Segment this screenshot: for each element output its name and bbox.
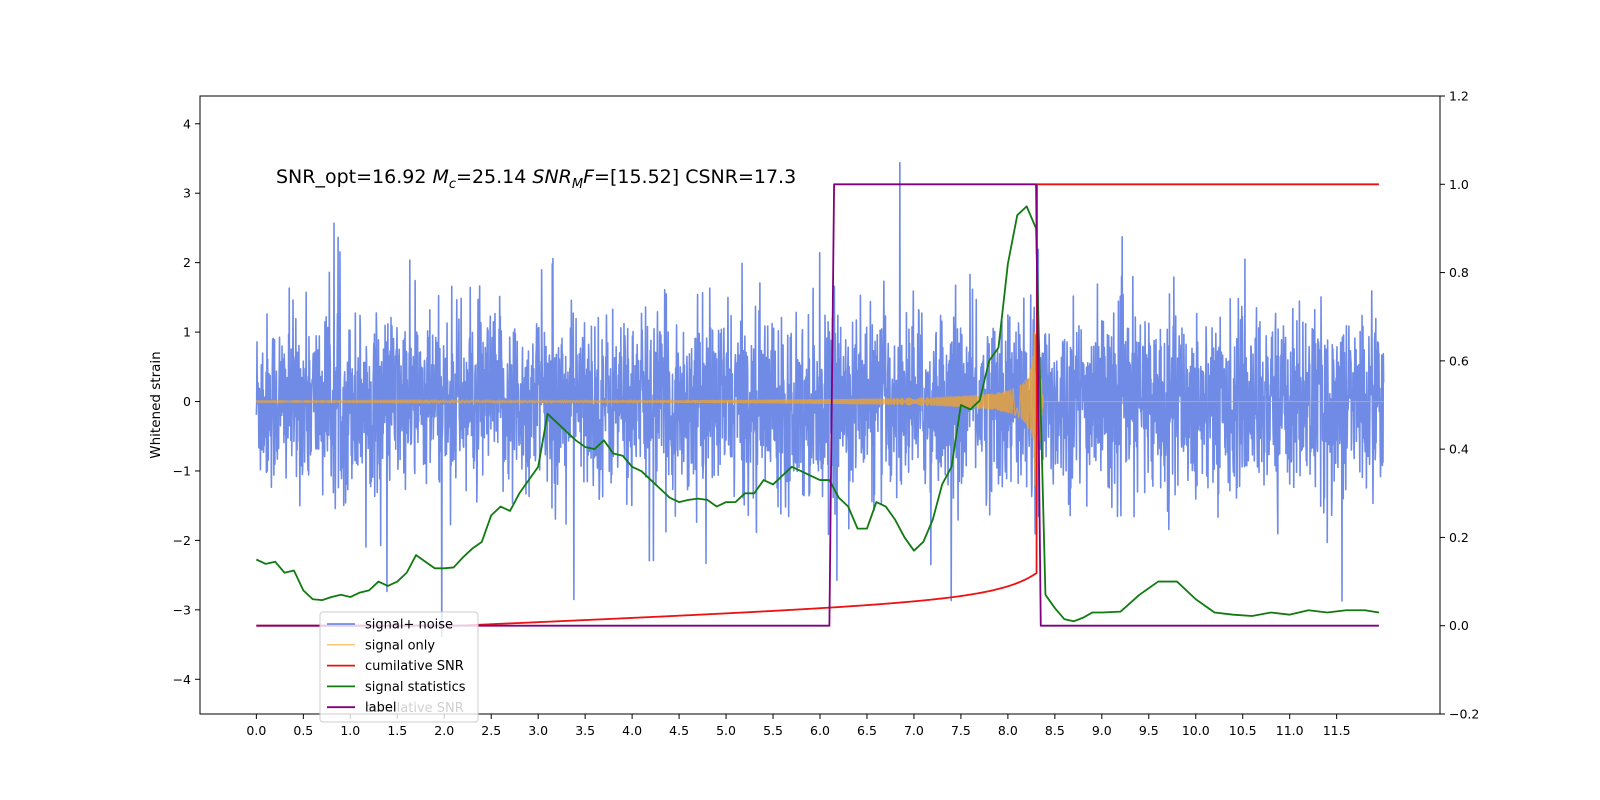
y-left-tick-label: 2 [183, 255, 191, 270]
y-right-tick-label: 1.0 [1449, 177, 1469, 192]
x-tick-label: 11.5 [1323, 723, 1351, 738]
series-label [256, 183, 1379, 627]
x-tick-label: 0.5 [293, 723, 313, 738]
series-signal-statistics [255, 205, 1380, 623]
legend: cumilative SNR signal+ noise signal only c… [319, 611, 479, 723]
x-tick-label: 7.5 [951, 723, 971, 738]
x-tick-label: 6.0 [810, 723, 830, 738]
y-left-axis-ticks: 4 3 2 1 0 −1 −2 −3 −4 [173, 116, 200, 687]
x-tick-label: 9.0 [1092, 723, 1112, 738]
x-tick-label: 5.0 [716, 723, 736, 738]
y-right-axis-ticks: 1.2 1.0 0.8 0.6 0.4 0.2 0.0 −0.2 [1440, 89, 1479, 722]
signal-statistics-line [255, 205, 1380, 623]
x-tick-label: 2.5 [481, 723, 501, 738]
label-line [256, 183, 1379, 627]
x-tick-label: 0.0 [246, 723, 266, 738]
legend-entry-label: signal only [365, 638, 435, 653]
y-right-tick-label: 0.2 [1449, 530, 1469, 545]
y-left-tick-label: 1 [183, 325, 191, 340]
x-tick-label: 1.5 [387, 723, 407, 738]
y-left-tick-label: 3 [183, 186, 191, 201]
x-tick-label: 10.5 [1229, 723, 1257, 738]
x-tick-label: 8.0 [998, 723, 1018, 738]
x-tick-label: 2.0 [434, 723, 454, 738]
signal-only-line [255, 331, 1384, 487]
x-tick-label: 5.5 [763, 723, 783, 738]
x-tick-label: 10.0 [1182, 723, 1210, 738]
x-tick-label: 11.0 [1276, 723, 1304, 738]
legend-entry-label: label [365, 701, 396, 716]
y-right-tick-label: −0.2 [1449, 707, 1479, 722]
chart-title: SNR_opt=16.92 Mc=25.14 SNRMF=[15.52] CSN… [276, 166, 796, 192]
legend-entry-label: signal+ noise [365, 618, 453, 633]
series-signal-only [255, 331, 1384, 487]
y-left-tick-label: 4 [183, 116, 191, 131]
x-tick-label: 3.0 [528, 723, 548, 738]
y-right-tick-label: 0.0 [1449, 618, 1469, 633]
legend-entry-label: signal statistics [365, 680, 466, 695]
legend-hidden-entry: cumilative SNR [365, 701, 464, 716]
y-right-tick-label: 0.8 [1449, 265, 1469, 280]
y-right-tick-label: 1.2 [1449, 89, 1469, 104]
x-tick-label: 4.5 [669, 723, 689, 738]
x-tick-label: 8.5 [1045, 723, 1065, 738]
x-tick-label: 3.5 [575, 723, 595, 738]
x-tick-label: 7.0 [904, 723, 924, 738]
y-axis-label: Whitened strain [148, 351, 164, 458]
legend-box [319, 611, 479, 723]
y-left-tick-label: −4 [173, 672, 191, 687]
legend-entry-label: cumilative SNR [365, 659, 464, 674]
y-left-tick-label: −3 [173, 602, 191, 617]
x-tick-label: 6.5 [857, 723, 877, 738]
y-right-tick-label: 0.6 [1449, 353, 1469, 368]
y-right-tick-label: 0.4 [1449, 442, 1469, 457]
x-tick-label: 4.0 [622, 723, 642, 738]
x-axis-ticks: 0.0 0.5 1.0 1.5 2.0 2.5 3.0 3.5 4.0 4.5 5.0 5.5 6.0 6… [246, 714, 1351, 738]
y-left-tick-label: −1 [173, 463, 191, 478]
y-left-tick-label: 0 [183, 394, 191, 409]
x-tick-label: 1.0 [340, 723, 360, 738]
x-tick-label: 9.5 [1139, 723, 1159, 738]
y-left-tick-label: −2 [173, 533, 191, 548]
